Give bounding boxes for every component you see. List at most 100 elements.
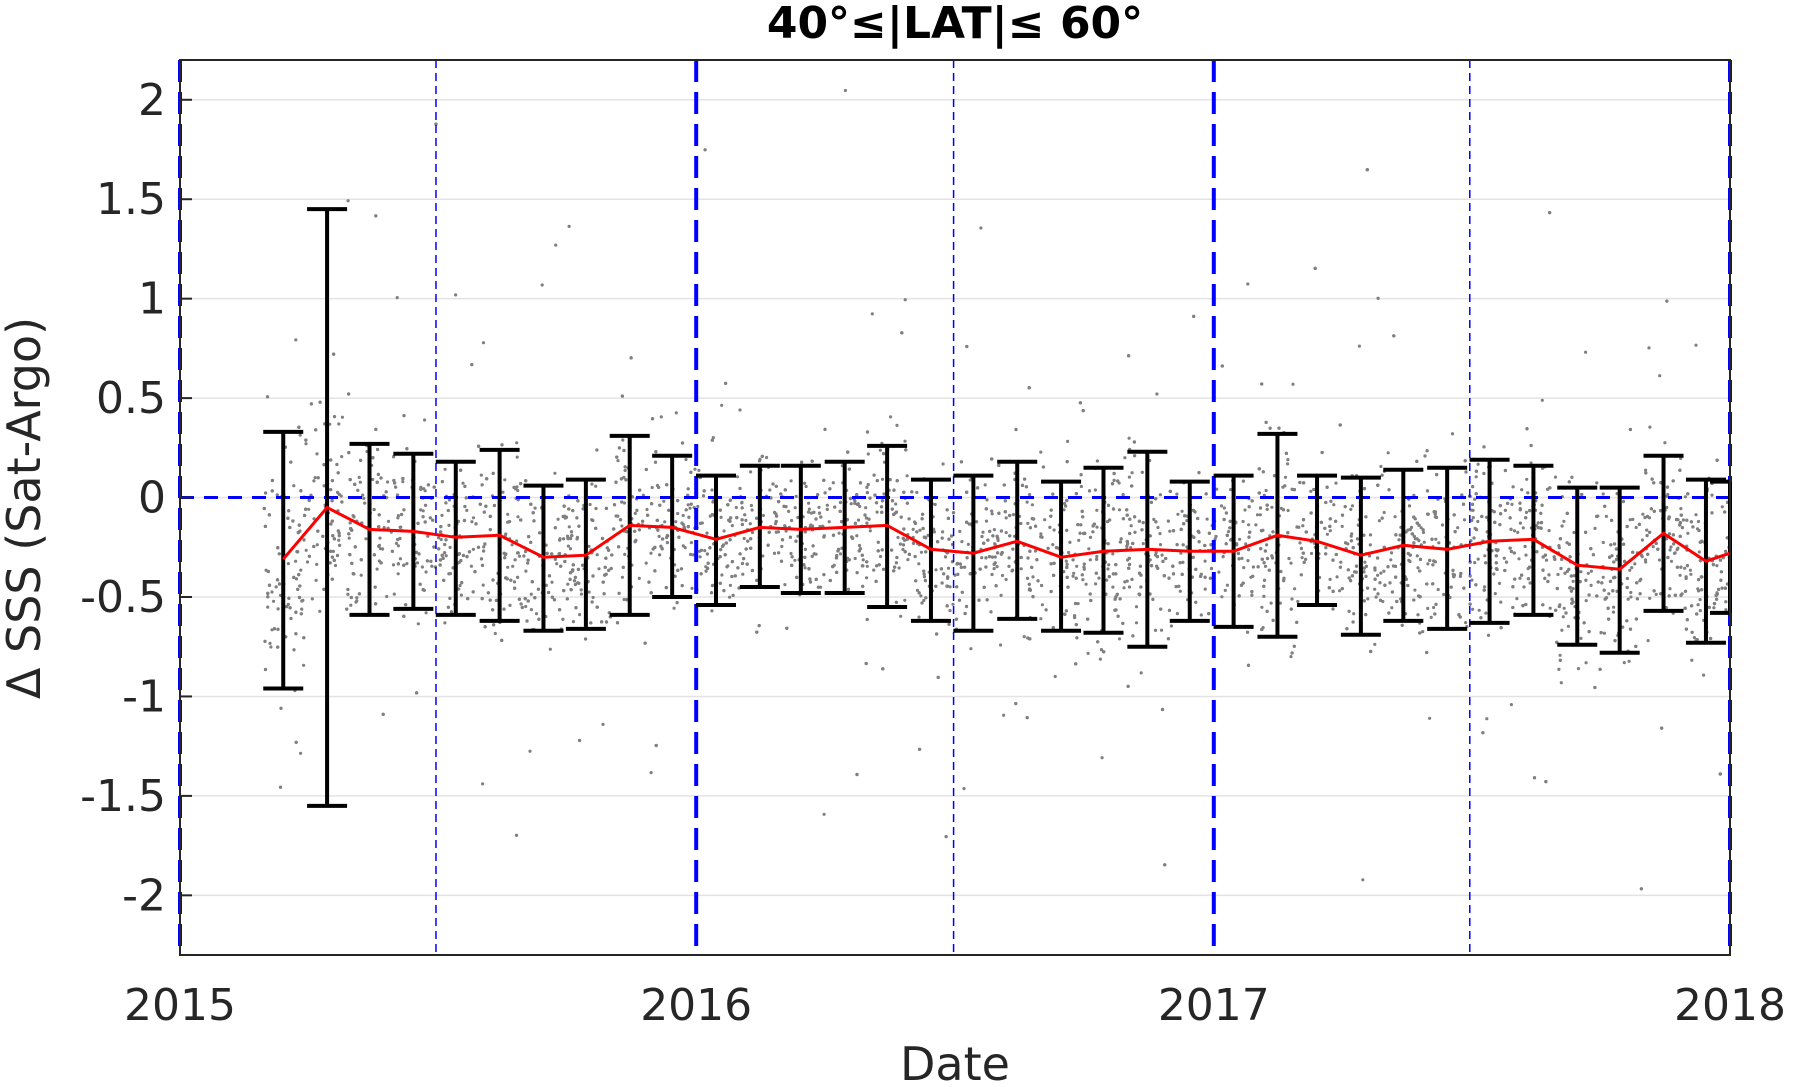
- scatter-point: [353, 545, 357, 549]
- scatter-point: [1464, 470, 1468, 474]
- scatter-point: [902, 490, 906, 494]
- scatter-point: [1567, 480, 1571, 484]
- scatter-point: [766, 543, 770, 547]
- scatter-point: [1076, 602, 1080, 606]
- scatter-point: [873, 493, 877, 497]
- scatter-point: [740, 522, 745, 527]
- scatter-point: [710, 488, 714, 492]
- scatter-point: [703, 148, 707, 152]
- scatter-point: [1432, 510, 1436, 514]
- scatter-point: [1097, 576, 1101, 580]
- scatter-point: [1434, 602, 1438, 607]
- scatter-point: [901, 536, 905, 540]
- scatter-point: [718, 508, 722, 512]
- scatter-point: [594, 506, 598, 511]
- scatter-point: [1692, 636, 1696, 640]
- scatter-point: [1494, 554, 1498, 558]
- scatter-point: [659, 544, 663, 548]
- scatter-point: [480, 483, 484, 487]
- scatter-point: [868, 529, 872, 533]
- scatter-point: [783, 488, 787, 492]
- scatter-point: [675, 601, 679, 605]
- scatter-point: [1019, 555, 1023, 560]
- scatter-point: [653, 460, 658, 464]
- scatter-point: [1196, 516, 1200, 521]
- scatter-point: [305, 560, 310, 564]
- scatter-point: [1162, 574, 1166, 578]
- scatter-point: [294, 610, 298, 614]
- scatter-point: [444, 501, 448, 505]
- scatter-point: [1378, 581, 1382, 585]
- scatter-point: [607, 568, 611, 572]
- scatter-point: [415, 561, 420, 565]
- scatter-point: [1168, 529, 1172, 533]
- scatter-point: [1612, 605, 1616, 609]
- scatter-point: [1117, 508, 1122, 512]
- scatter-point: [1570, 475, 1574, 479]
- scatter-point: [1611, 589, 1615, 593]
- scatter-point: [1486, 633, 1491, 637]
- scatter-point: [1435, 473, 1439, 477]
- scatter-point: [1426, 562, 1430, 566]
- scatter-point: [920, 517, 924, 521]
- scatter-point: [322, 587, 326, 591]
- scatter-point: [1430, 537, 1434, 541]
- scatter-point: [571, 509, 575, 513]
- scatter-point: [503, 556, 507, 560]
- scatter-point: [604, 556, 608, 560]
- scatter-point: [346, 592, 350, 596]
- scatter-point: [1523, 544, 1527, 549]
- scatter-point: [1289, 561, 1293, 565]
- scatter-point: [1544, 558, 1549, 562]
- scatter-point: [1452, 513, 1456, 517]
- scatter-point: [465, 508, 469, 512]
- scatter-point: [955, 585, 959, 589]
- scatter-point: [1207, 531, 1211, 535]
- scatter-point: [392, 455, 396, 459]
- scatter-point: [665, 541, 670, 545]
- scatter-point: [808, 577, 812, 581]
- scatter-point: [865, 485, 869, 489]
- scatter-point: [330, 479, 334, 483]
- scatter-point: [1607, 592, 1611, 596]
- scatter-point: [347, 532, 351, 536]
- scatter-point: [890, 499, 895, 503]
- scatter-point: [699, 548, 704, 552]
- scatter-point: [402, 508, 406, 512]
- scatter-point: [514, 487, 518, 491]
- scatter-point: [566, 534, 570, 538]
- scatter-point: [270, 478, 274, 483]
- scatter-point: [982, 541, 986, 545]
- scatter-point: [1077, 538, 1081, 543]
- scatter-point: [461, 481, 465, 485]
- scatter-point: [777, 551, 781, 555]
- scatter-point: [1658, 374, 1662, 378]
- scatter-point: [1483, 585, 1487, 589]
- scatter-point: [865, 576, 869, 580]
- scatter-point: [1390, 590, 1394, 594]
- scatter-point: [594, 526, 598, 530]
- scatter-point: [482, 545, 486, 549]
- scatter-point: [686, 525, 690, 529]
- scatter-point: [1695, 612, 1699, 616]
- scatter-point: [374, 427, 378, 431]
- scatter-point: [878, 448, 882, 452]
- scatter-point: [1698, 609, 1702, 613]
- scatter-point: [1603, 504, 1607, 508]
- scatter-point: [1114, 595, 1118, 599]
- scatter-point: [1627, 659, 1631, 663]
- scatter-point: [1131, 634, 1135, 638]
- scatter-point: [1141, 542, 1145, 546]
- scatter-point: [950, 534, 954, 538]
- scatter-point: [1351, 546, 1355, 550]
- scatter-point: [749, 503, 754, 508]
- scatter-point: [1332, 503, 1336, 507]
- scatter-point: [421, 515, 425, 519]
- scatter-point: [352, 515, 356, 519]
- scatter-point: [901, 543, 906, 547]
- scatter-point: [775, 514, 779, 518]
- scatter-point: [804, 484, 808, 489]
- scatter-point: [507, 520, 512, 524]
- scatter-point: [1714, 593, 1718, 598]
- scatter-point: [1428, 716, 1432, 720]
